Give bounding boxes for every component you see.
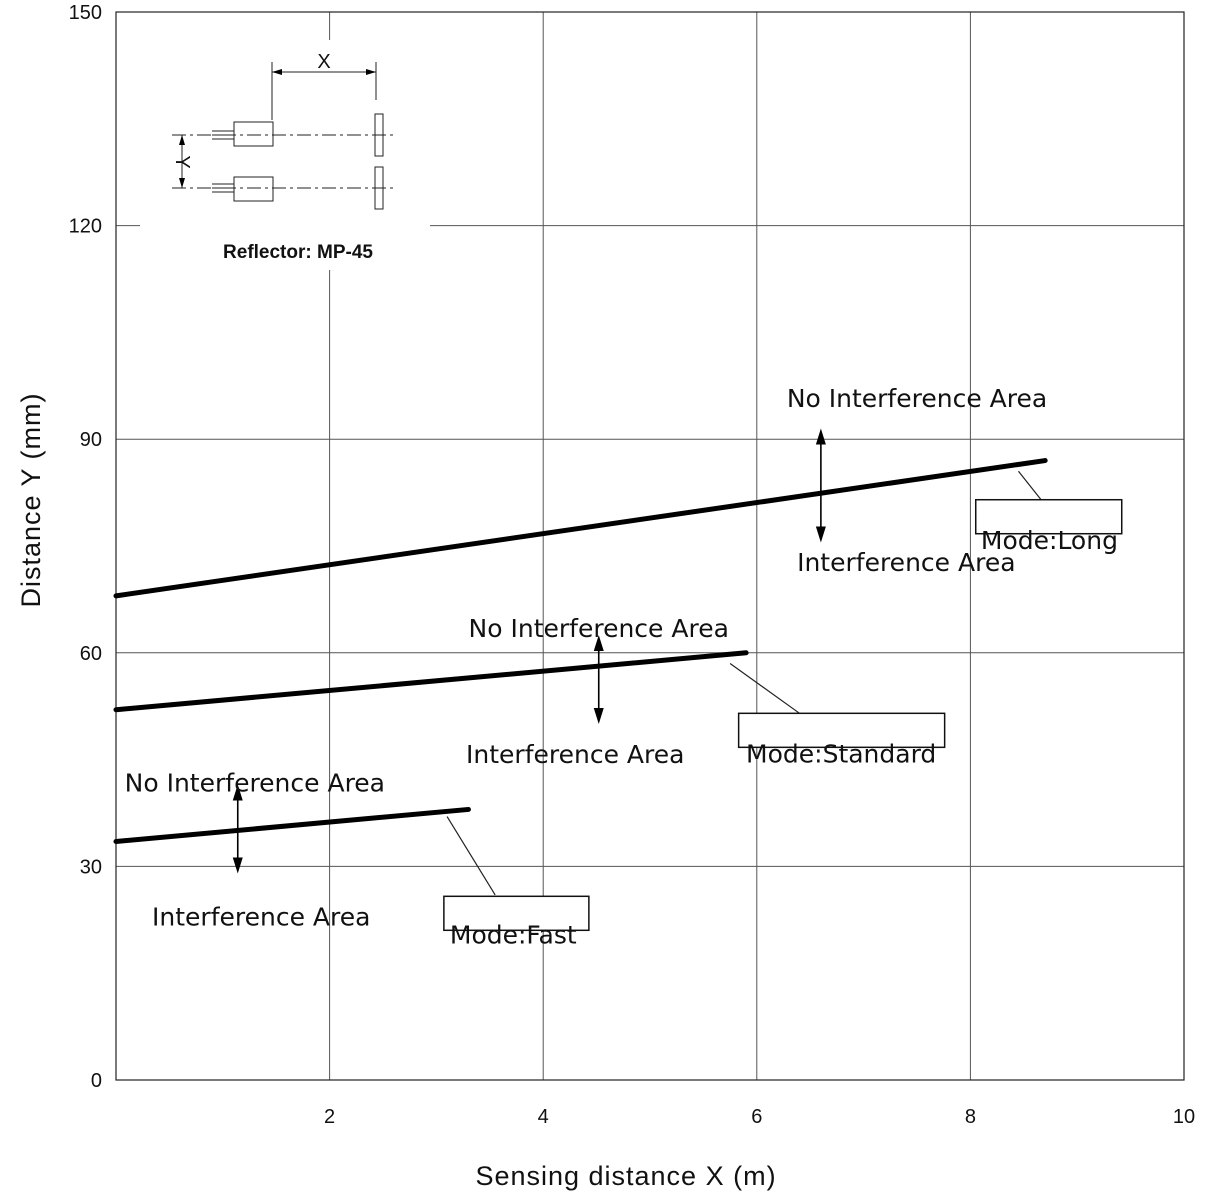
interference-label: Interference Area [466,740,684,769]
leader-line [446,816,496,896]
x-tick-label: 4 [538,1106,549,1128]
series-line-mode-long [113,458,1048,599]
x-axis-title: Sensing distance X (m) [475,1161,776,1191]
inset-lower-sensor [233,176,274,202]
arrow-head-down [815,526,826,543]
inset-x-arrow-left [272,69,282,75]
x-tick-label: 2 [324,1106,335,1128]
series-label: Mode:Standard [746,739,936,768]
no-interference-label: No Interference Area [125,769,385,798]
inset-x-label: X [317,51,330,73]
series-label: Mode:Fast [450,920,577,949]
series-label: Mode:Long [981,526,1118,555]
inset-y-label: Y [171,155,193,168]
series-line-mode-standard [113,650,749,713]
interference-label: Interference Area [797,548,1015,577]
y-tick-label: 150 [69,2,102,24]
arrow-head-down [593,708,604,724]
y-tick-label: 30 [80,856,102,878]
y-axis-title: Distance Y (mm) [16,392,46,607]
series [113,458,1048,844]
interference-label: Interference Area [152,902,370,931]
inset-upper-reflector [374,113,384,157]
leader-line [729,662,800,714]
inset-caption: Reflector: MP-45 [223,242,373,263]
sensor-schematic-inset: X Y Reflector: MP-45 [140,40,430,270]
x-tick-label: 8 [965,1106,976,1128]
series-label-box [974,498,1123,535]
plot-frame [115,11,1185,1081]
y-tick-label: 0 [91,1070,102,1092]
tick-labels: 2 4 6 8 10 0 30 60 90 120 150 [69,2,1196,1128]
arrow-head-up [815,428,826,445]
inset-background [140,40,430,270]
series-label-box [737,712,946,749]
no-interference-label: No Interference Area [469,614,729,643]
arrow-head-up [232,784,243,801]
arrow-head-down [232,857,243,874]
inset-upper-sensor [233,121,274,147]
y-tick-label: 120 [69,216,102,238]
annotations: Mode:Long No Interference Area Interferenc… [125,384,1123,949]
y-tick-label: 60 [80,643,102,665]
arrow-head-up [593,635,604,651]
series-line-mode-fast [113,806,471,844]
x-tick-label: 6 [751,1106,762,1128]
inset-y-arrow-bottom [179,178,185,188]
no-interference-label: No Interference Area [787,384,1047,413]
inset-x-arrow-right [366,69,376,75]
x-tick-label: 10 [1173,1106,1195,1128]
inset-y-arrow-top [179,135,185,145]
series-label-box [443,895,590,932]
inset-lower-reflector [374,166,384,210]
y-tick-label: 90 [80,429,102,451]
